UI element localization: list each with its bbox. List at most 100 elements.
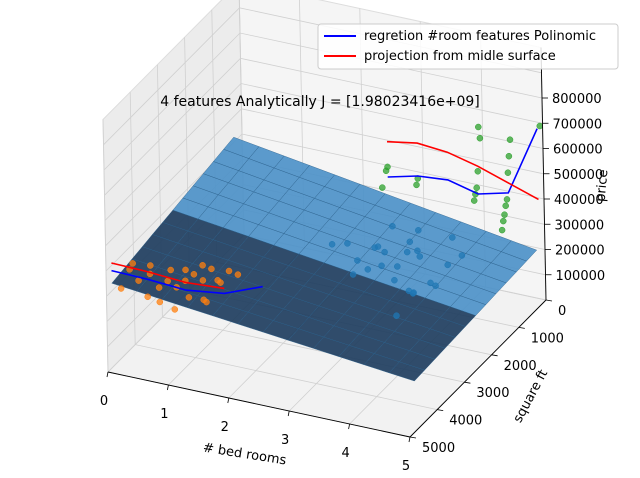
scatter-point [502, 202, 509, 210]
scatter-point [394, 263, 401, 270]
scatter-point [473, 184, 480, 192]
scatter-point [501, 211, 508, 218]
z-tick-label: 200000 [555, 244, 605, 259]
scatter-point [476, 134, 484, 142]
z-tick-label: 500000 [554, 168, 604, 183]
x-axis-line [107, 371, 411, 438]
scatter-point [349, 271, 357, 278]
scatter-point [536, 122, 544, 130]
x-tick-label: 2 [221, 420, 229, 435]
regression-surface [111, 136, 538, 382]
scatter-point [328, 241, 336, 248]
scatter-point [506, 136, 514, 143]
x-tick-label: 3 [281, 433, 289, 448]
x-tick-label: 1 [160, 407, 168, 422]
scatter-point [403, 248, 411, 256]
x-tick-mark [106, 371, 109, 378]
x-tick-label: 4 [341, 446, 349, 461]
scatter-point [444, 261, 451, 269]
grid-line-z [104, 57, 543, 196]
scatter-point [225, 267, 233, 275]
scatter-point [167, 266, 174, 274]
scatter-point [475, 123, 482, 131]
series-lines [111, 128, 539, 295]
y-tick-label: 4000 [449, 414, 482, 429]
y-tick-mark [464, 381, 471, 384]
scatter-point [354, 257, 361, 264]
z-axis-label: price [594, 169, 612, 203]
legend: regretion #room features Polinomic proje… [317, 23, 619, 70]
scatter-point [182, 266, 189, 274]
scatter-point [449, 234, 456, 241]
y-tick-label: 2000 [504, 359, 537, 374]
y-tick-label: 5000 [422, 441, 455, 456]
scatter-point [364, 266, 372, 273]
scatter-point [432, 282, 439, 290]
z-tick-label: 600000 [553, 143, 603, 158]
y-tick-label: 3000 [476, 386, 509, 401]
scatter-point [144, 293, 151, 301]
scatter-point [379, 184, 386, 191]
legend-label-projection: projection from midle surface [364, 49, 556, 64]
scatter-point [382, 167, 390, 175]
scatter-point [185, 294, 193, 301]
scatter-point [505, 152, 513, 160]
scatter-point [410, 289, 417, 296]
scatter-point [414, 247, 421, 255]
scatter-point [381, 248, 388, 256]
scatter-point [458, 252, 466, 259]
x-tick-label: 0 [100, 394, 108, 409]
chart-title: 4 features Analytically J = [1.98023416e… [160, 94, 479, 110]
scatter-point [129, 260, 136, 267]
scatter-point [156, 298, 164, 306]
z-tick-label: 100000 [556, 269, 606, 284]
series-line [387, 128, 538, 195]
scatter-point [498, 226, 506, 234]
y-tick-mark [518, 327, 525, 329]
scatter-point [406, 238, 414, 246]
z-tick-label: 800000 [552, 92, 602, 107]
scatter-point [413, 181, 420, 189]
scatter-point [378, 262, 385, 270]
tick-labels: 0 1 2 3 4 5 0 1000 2000 3000 4000 5000 100000 200000 3… [100, 92, 605, 474]
scatter-point [416, 253, 424, 260]
grid-line-y [129, 92, 438, 410]
grid-line-z [105, 108, 544, 247]
scatter-point [374, 243, 382, 250]
surface-facet [388, 361, 425, 382]
x-tick-mark [227, 397, 230, 404]
scatter-point [135, 277, 142, 284]
scatter-point [474, 168, 482, 175]
grid-line-z [105, 133, 545, 272]
x-tick-mark [287, 410, 290, 417]
y-tick-mark [409, 436, 417, 439]
scatter-point [147, 262, 154, 269]
scatter-point [393, 312, 400, 319]
scatter-point [155, 284, 163, 291]
y-axis-label: square ft [511, 367, 551, 425]
scatter-point [203, 298, 210, 306]
scatter-point [504, 169, 512, 176]
scatter-point [234, 271, 242, 278]
scatter-point [391, 276, 398, 284]
z-tick-label: 400000 [554, 193, 604, 208]
legend-label-regression: regretion #room features Polinomic [364, 29, 596, 44]
scatter-point [470, 197, 478, 204]
y-axis-line [409, 299, 547, 438]
scatter-point [427, 279, 434, 287]
scatter-point [214, 277, 221, 284]
scatter-point [415, 227, 422, 234]
y-tick-label: 0 [558, 304, 566, 319]
y-tick-label: 1000 [531, 331, 564, 346]
y-tick-mark [437, 409, 444, 411]
series-line [111, 269, 263, 295]
z-tick-label: 300000 [555, 218, 605, 233]
scatter-point [199, 277, 207, 284]
x-tick-mark [348, 423, 350, 430]
x-tick-label: 5 [402, 459, 410, 474]
x-axis-label: # bed rooms [202, 441, 288, 469]
y-tick-mark [491, 354, 498, 357]
scatter-point [117, 285, 125, 292]
scatter-point [344, 240, 351, 247]
